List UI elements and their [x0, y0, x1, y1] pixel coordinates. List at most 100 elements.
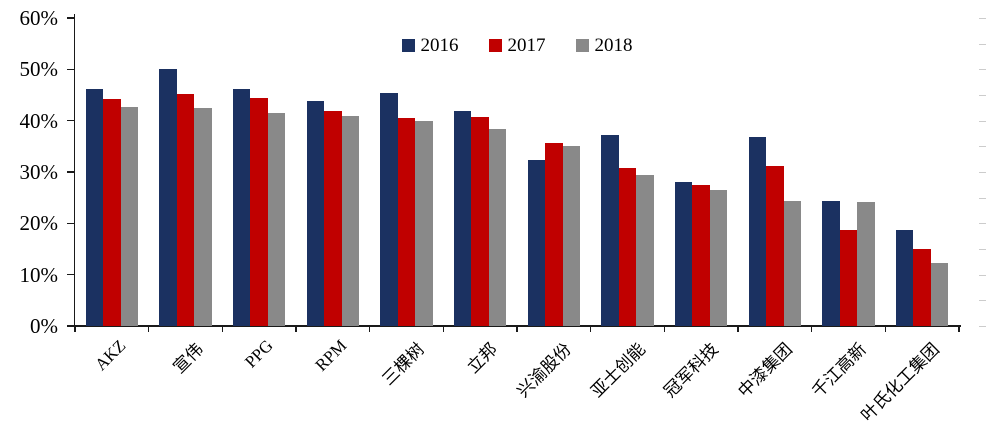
bar-2016-9 — [674, 181, 693, 326]
right-minor-tick — [979, 69, 986, 71]
y-axis-tick — [67, 273, 74, 276]
right-minor-tick — [979, 18, 986, 19]
right-minor-tick — [979, 120, 986, 122]
right-minor-tick — [979, 300, 986, 302]
bar-2018-9 — [709, 190, 728, 326]
x-axis-category-label: 千江高新 — [807, 339, 870, 402]
right-minor-tick — [979, 223, 986, 225]
legend-label-2018: 2018 — [594, 35, 633, 56]
bar-2016-2 — [159, 69, 177, 326]
legend-swatch-2018 — [575, 39, 589, 52]
x-axis-tick — [589, 326, 592, 332]
bar-2018-12 — [930, 262, 949, 326]
legend-item-2018: 2018 — [575, 35, 633, 56]
bar-2016-7 — [527, 160, 546, 326]
x-axis-category-label: 叶氏化工集团 — [857, 339, 944, 426]
y-axis-tick-label: 60% — [19, 6, 59, 30]
bar-2016-5 — [380, 92, 398, 326]
x-axis-tick — [516, 326, 518, 332]
y-axis-tick — [67, 171, 74, 173]
bar-2017-10 — [766, 166, 784, 326]
right-minor-tick — [979, 249, 986, 250]
right-minor-tick — [979, 146, 986, 148]
x-axis-category-label: 宣伟 — [168, 339, 207, 378]
x-axis-tick — [442, 326, 445, 332]
y-axis-tick-label: 30% — [19, 160, 59, 184]
bar-2017-7 — [545, 143, 563, 326]
x-axis-tick — [663, 326, 666, 332]
bar-2016-12 — [895, 230, 914, 326]
x-axis-category-label: RPM — [311, 336, 351, 375]
right-minor-tick — [979, 274, 986, 276]
x-axis-category-label: 兴渝股份 — [513, 339, 575, 402]
y-axis-tick — [67, 222, 74, 225]
bar-2018-6 — [488, 129, 507, 326]
right-minor-tick — [979, 43, 986, 45]
y-axis-tick — [67, 119, 74, 122]
bar-2018-4 — [341, 115, 360, 326]
y-axis-tick-label: 0% — [30, 314, 58, 338]
bar-2016-4 — [306, 100, 325, 326]
x-axis-tick — [368, 326, 371, 332]
right-minor-tick — [979, 95, 986, 96]
bar-2018-11 — [857, 201, 875, 326]
x-axis-tick — [295, 326, 297, 332]
bar-2016-11 — [822, 200, 840, 326]
bar-2018-5 — [415, 121, 433, 326]
bar-2017-5 — [397, 118, 416, 326]
bar-2017-11 — [839, 230, 858, 326]
bar-2016-1 — [85, 89, 104, 326]
y-axis-tick-label: 10% — [19, 262, 59, 287]
x-axis-tick — [221, 326, 224, 332]
x-axis-line — [73, 325, 961, 327]
x-axis-category-label: AKZ — [91, 336, 130, 375]
bar-2018-1 — [120, 107, 139, 326]
y-axis-line — [73, 14, 75, 327]
bar-2017-12 — [913, 249, 931, 326]
legend-swatch-2017 — [488, 39, 502, 52]
x-axis-tick — [810, 326, 813, 332]
legend-label-2017: 2017 — [507, 35, 546, 56]
x-axis-category-label: PPG — [241, 336, 277, 372]
right-minor-tick — [979, 326, 986, 327]
x-axis-category-label: 中漆集团 — [734, 339, 796, 402]
chart-legend: 2016 2017 2018 — [75, 36, 959, 55]
x-axis-category-label: 冠军科技 — [660, 339, 723, 402]
bar-2017-3 — [250, 98, 268, 326]
x-axis-tick — [737, 326, 739, 332]
y-axis-tick-label: 20% — [19, 211, 59, 236]
y-axis-tick-label: 40% — [19, 108, 59, 133]
bar-2016-8 — [601, 135, 619, 326]
bar-2017-2 — [176, 93, 195, 326]
x-axis-tick — [147, 326, 150, 332]
x-axis-category-label: 三棵树 — [377, 339, 428, 390]
bar-2017-9 — [692, 184, 710, 326]
x-axis-tick — [884, 326, 887, 332]
bar-2017-8 — [618, 168, 637, 326]
bar-2017-6 — [471, 117, 489, 326]
legend-swatch-2016 — [401, 39, 415, 52]
legend-item-2017: 2017 — [488, 35, 546, 56]
y-axis-tick — [67, 17, 74, 19]
bar-2018-2 — [194, 108, 212, 326]
bar-2018-7 — [562, 146, 581, 326]
bar-2017-1 — [103, 99, 121, 326]
y-axis-tick — [67, 325, 74, 327]
bar-2016-10 — [748, 137, 767, 326]
right-minor-tick — [979, 197, 986, 199]
legend-item-2016: 2016 — [401, 36, 459, 55]
bar-2018-8 — [636, 174, 654, 326]
bar-2018-10 — [783, 200, 802, 326]
y-axis-tick-label: 50% — [19, 57, 59, 82]
x-axis-category-label: 立邦 — [463, 339, 502, 378]
y-axis-tick — [67, 68, 74, 71]
x-axis-tick — [74, 326, 76, 332]
bar-2017-4 — [324, 111, 342, 326]
x-axis-tick — [958, 326, 960, 332]
x-axis-category-label: 亚士创能 — [586, 339, 649, 402]
bar-2018-3 — [267, 112, 286, 326]
bar-2016-3 — [232, 88, 251, 326]
right-minor-tick — [979, 172, 986, 173]
bar-2016-6 — [453, 110, 472, 326]
